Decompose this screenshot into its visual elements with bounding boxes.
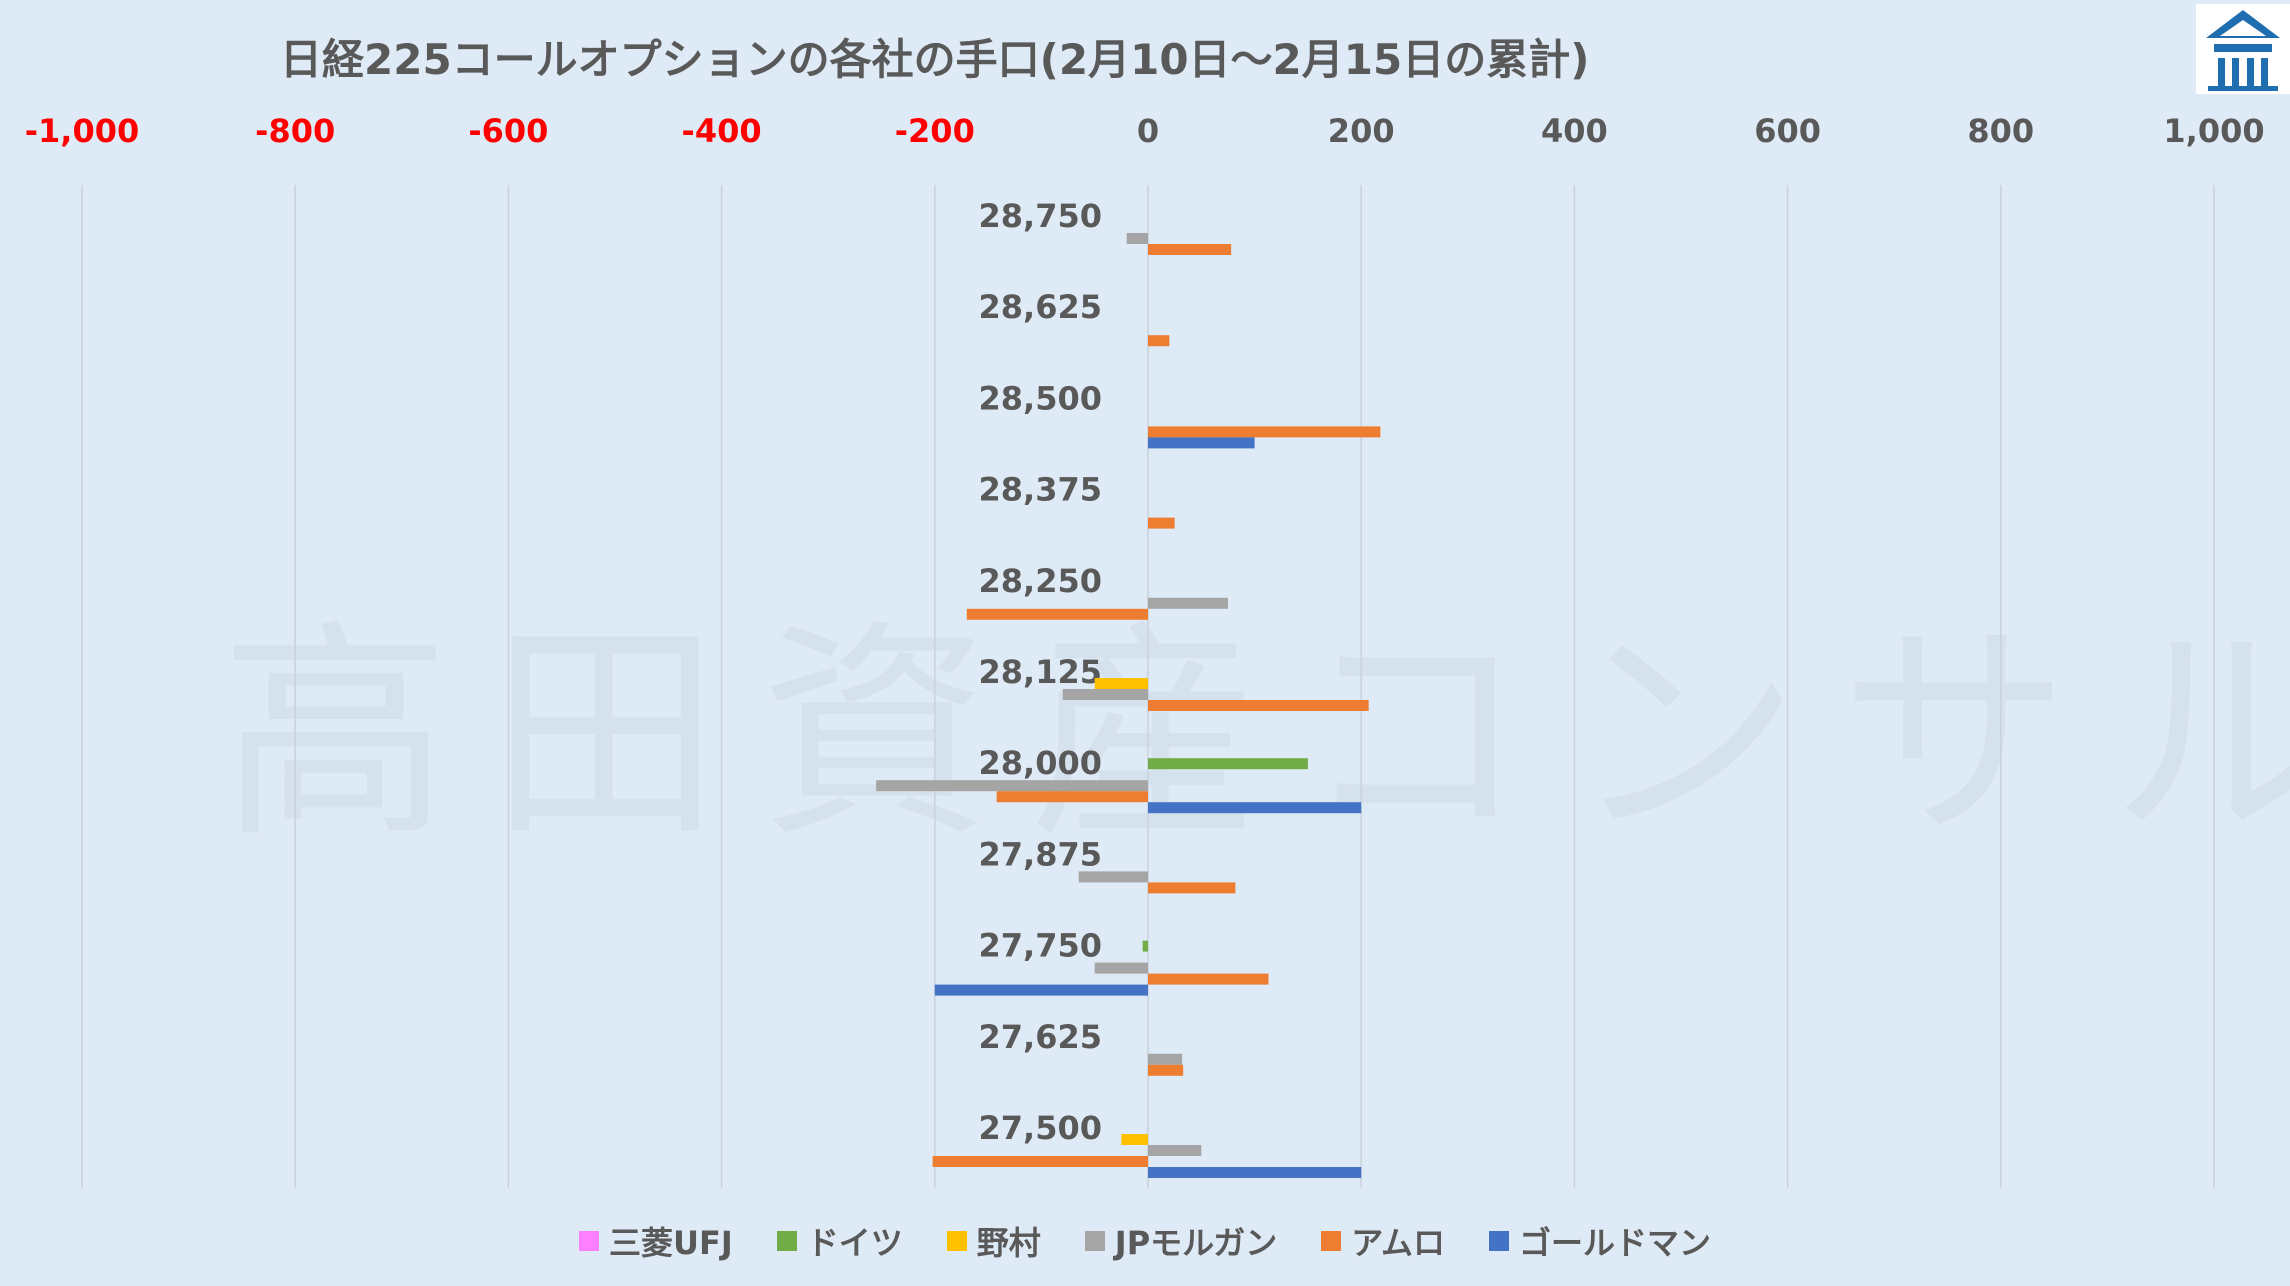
legend-item: 三菱UFJ: [579, 1218, 733, 1264]
bar-野村-27,500: [1121, 1134, 1148, 1145]
bar-ゴールドマン-27,750: [934, 984, 1148, 996]
legend-swatch: [946, 1231, 967, 1251]
legend-swatch: [579, 1231, 599, 1251]
bar-JPモルガン-27,750: [1094, 962, 1148, 974]
bar-JPモルガン-28,750: [1126, 233, 1148, 244]
category-label: 28,750: [979, 197, 1102, 235]
x-tick-label: 1,000: [2163, 112, 2264, 150]
category-label: 28,625: [979, 288, 1102, 326]
bar-JPモルガン-28,125: [1062, 689, 1148, 700]
legend-item: アムロ: [1321, 1218, 1445, 1264]
bar-JPモルガン-27,500: [1148, 1145, 1202, 1156]
x-tick-label: -800: [255, 112, 335, 150]
bar-ゴールドマン-28,000: [1148, 802, 1362, 814]
bar-アムロ-27,625: [1148, 1064, 1184, 1076]
category-labels: 28,750 28,625 28,500 28,375 28,250 28,125 28,0…: [979, 197, 1102, 1147]
category-label: 28,375: [979, 471, 1102, 509]
category-label: 28,125: [979, 653, 1102, 691]
legend-swatch: [1084, 1231, 1105, 1251]
legend-item: JPモルガン: [1084, 1218, 1278, 1264]
bar-アムロ-28,375: [1148, 517, 1175, 529]
legend-label: 三菱UFJ: [609, 1224, 733, 1262]
x-tick-label: -200: [895, 112, 975, 150]
bar-JPモルガン-27,625: [1148, 1053, 1183, 1065]
legend-item: 野村: [946, 1218, 1041, 1264]
bar-アムロ-27,500: [932, 1156, 1148, 1167]
bar-ゴールドマン-28,500: [1148, 437, 1255, 449]
x-tick-label: 0: [1137, 112, 1159, 150]
chart-title: 日経225コールオプションの各社の手口(2月10日～2月15日の累計): [280, 35, 1590, 84]
legend-swatch: [776, 1231, 797, 1251]
x-tick-label: 200: [1328, 112, 1395, 150]
bar-ドイツ-27,750: [1142, 940, 1148, 952]
bar-アムロ-28,750: [1148, 244, 1232, 255]
bar-アムロ-27,750: [1148, 973, 1269, 985]
x-tick-label: 800: [1967, 112, 2034, 150]
bar-ゴールドマン-27,500: [1148, 1167, 1362, 1178]
bar-ドイツ-28,000: [1148, 758, 1308, 770]
x-tick-label: -600: [468, 112, 548, 150]
category-label: 28,500: [979, 379, 1102, 417]
x-tick-label: 400: [1541, 112, 1608, 150]
bar-アムロ-28,500: [1148, 426, 1381, 438]
bar-アムロ-28,125: [1148, 700, 1369, 711]
x-tick-label: -1,000: [25, 112, 140, 150]
house-logo-icon: [2196, 4, 2290, 94]
bar-アムロ-27,875: [1148, 882, 1236, 894]
legend-item: ドイツ: [776, 1218, 903, 1264]
bar-アムロ-28,625: [1148, 335, 1170, 347]
bar-JPモルガン-27,875: [1078, 871, 1148, 883]
gridlines: [81, 185, 2215, 1188]
legend-label: 野村: [976, 1224, 1041, 1262]
category-label: 27,625: [979, 1018, 1102, 1056]
legend-label: ゴールドマン: [1518, 1224, 1711, 1262]
category-label: 28,250: [979, 562, 1102, 600]
category-label: 28,000: [979, 744, 1102, 782]
category-label: 27,875: [979, 835, 1102, 873]
legend-label: アムロ: [1351, 1224, 1445, 1262]
bar-アムロ-28,000: [996, 791, 1148, 803]
category-label: 27,500: [979, 1109, 1102, 1147]
legend: 三菱UFJ ドイツ 野村 JPモルガン アムロ ゴールドマン: [0, 1218, 2290, 1264]
bar-JPモルガン-28,250: [1148, 597, 1228, 609]
legend-swatch: [1488, 1231, 1509, 1251]
x-axis-ticks: -1,000 -800 -600 -400 -200 0 200 400 600 800 1,000: [25, 112, 2265, 150]
x-tick-label: -400: [682, 112, 762, 150]
bar-野村-28,125: [1094, 678, 1148, 689]
legend-label: ドイツ: [806, 1224, 903, 1262]
bar-アムロ-28,250: [966, 608, 1148, 620]
legend-swatch: [1321, 1231, 1342, 1251]
legend-item: ゴールドマン: [1488, 1218, 1711, 1264]
bars: [876, 233, 1381, 1178]
category-label: 27,750: [979, 927, 1102, 965]
x-tick-label: 600: [1754, 112, 1821, 150]
bar-JPモルガン-28,000: [876, 780, 1148, 792]
legend-label: JPモルガン: [1114, 1224, 1278, 1262]
